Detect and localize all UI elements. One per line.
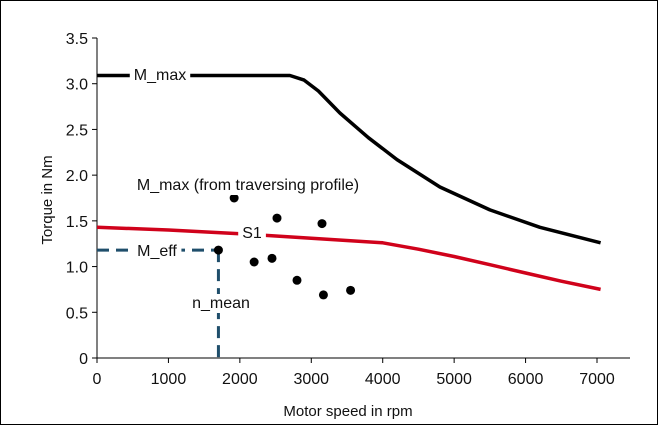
- profile-point: [213, 245, 223, 255]
- profile-label-bg: [132, 176, 364, 195]
- series-line-s1: [96, 225, 601, 292]
- profile-label: M_max (from traversing profile): [137, 177, 359, 194]
- y-tick-label: 3.5: [66, 31, 88, 48]
- n-mean-label: n_mean: [192, 295, 250, 312]
- n-mean-label-bg: [188, 294, 254, 313]
- profile-point: [272, 213, 282, 223]
- profile-point: [292, 275, 302, 285]
- series: [96, 73, 602, 292]
- profile-point: [267, 253, 277, 263]
- x-tick-label: 2000: [222, 371, 258, 388]
- m-max-label-bg: [129, 66, 191, 85]
- x-tick-label: 1000: [151, 371, 187, 388]
- profile-point: [318, 290, 328, 300]
- x-tick-label: 0: [93, 371, 102, 388]
- profile-point: [229, 193, 239, 203]
- x-tick-label: 4000: [365, 371, 401, 388]
- m-max-label: M_max: [134, 67, 186, 84]
- y-axis-title: Torque in Nm: [39, 155, 56, 244]
- x-axis-title: Motor speed in rpm: [283, 403, 412, 420]
- y-tick-label: 2.5: [66, 122, 88, 139]
- data-points: [213, 193, 356, 300]
- profile-point: [346, 285, 356, 295]
- y-tick-label: 1.0: [66, 260, 88, 277]
- y-tick-label: 1.5: [66, 214, 88, 231]
- y-tick-label: 0: [79, 351, 88, 368]
- profile-point: [317, 219, 327, 229]
- ticks: 0 1000 2000 3000 4000 5000 6000 7000 0 0.5 1.0 1.5 2…: [66, 31, 615, 388]
- s1-label-bg: [238, 224, 266, 243]
- series-line-m-max: [97, 73, 602, 245]
- m-eff-label: M_eff: [137, 243, 177, 260]
- x-tick-label: 6000: [508, 371, 544, 388]
- axes: [96, 38, 630, 359]
- annotations: Torque in Nm Motor speed in rpm M_max M_m…: [39, 66, 413, 420]
- profile-point: [249, 257, 259, 267]
- s1-label: S1: [242, 225, 262, 242]
- y-tick-label: 2.0: [66, 168, 88, 185]
- m-eff-label-bg: [133, 242, 182, 261]
- x-tick-label: 5000: [436, 371, 472, 388]
- y-tick-label: 0.5: [66, 305, 88, 322]
- x-tick-label: 3000: [293, 371, 329, 388]
- y-tick-label: 3.0: [66, 77, 88, 94]
- x-tick-label: 7000: [579, 371, 615, 388]
